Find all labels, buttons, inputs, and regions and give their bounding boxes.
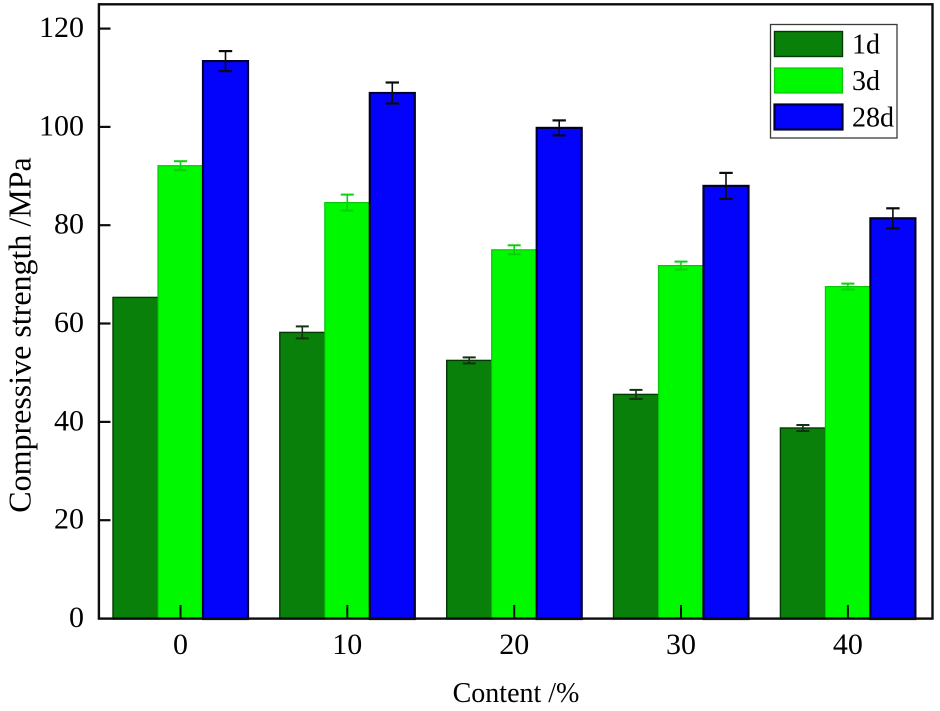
- svg-text:1d: 1d: [852, 30, 880, 61]
- svg-text:Content /%: Content /%: [453, 678, 580, 709]
- svg-text:0: 0: [173, 628, 188, 661]
- svg-text:Compressive strength /MPa: Compressive strength /MPa: [2, 157, 38, 513]
- svg-text:0: 0: [69, 601, 84, 634]
- svg-text:120: 120: [39, 11, 84, 44]
- svg-text:20: 20: [54, 503, 84, 536]
- svg-text:28d: 28d: [852, 103, 894, 134]
- svg-text:60: 60: [54, 306, 84, 339]
- svg-text:10: 10: [332, 628, 362, 661]
- svg-text:40: 40: [54, 404, 84, 437]
- svg-text:30: 30: [666, 628, 696, 661]
- svg-text:100: 100: [39, 109, 84, 142]
- svg-text:20: 20: [499, 628, 529, 661]
- svg-text:80: 80: [54, 208, 84, 241]
- svg-text:40: 40: [833, 628, 863, 661]
- svg-text:3d: 3d: [852, 66, 880, 97]
